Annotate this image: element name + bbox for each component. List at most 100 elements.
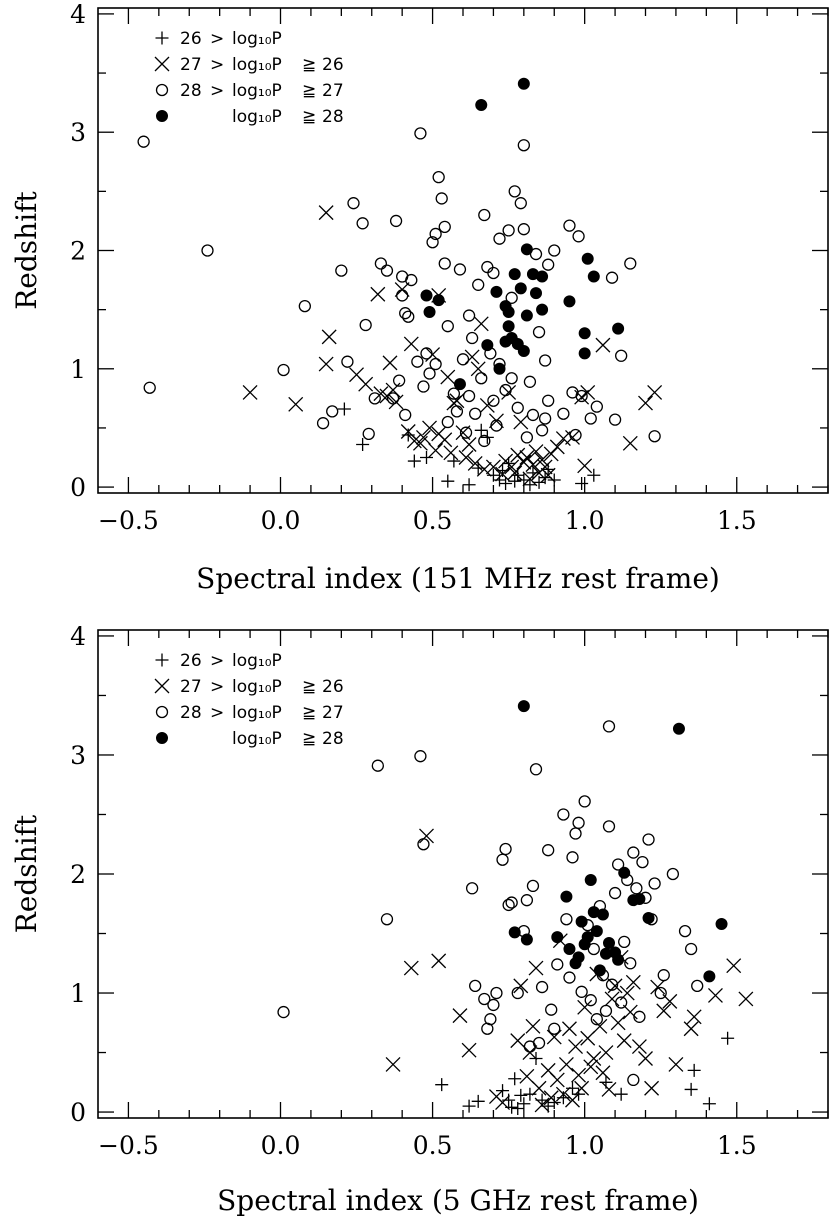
data-point-circle-open <box>545 1003 558 1016</box>
data-point-cross <box>565 429 580 445</box>
data-point-circle-open <box>584 994 597 1007</box>
data-point-cross <box>519 1068 535 1084</box>
data-points <box>137 77 663 492</box>
data-point-circle-open <box>137 135 150 148</box>
data-point-circle-open <box>469 979 482 993</box>
data-point-plus <box>523 478 537 492</box>
data-point-cross <box>513 414 529 430</box>
data-point-circle-filled <box>490 285 503 298</box>
data-point-circle-open <box>484 1013 497 1026</box>
data-point-circle-filled <box>612 322 625 335</box>
y-tick-label: 2 <box>70 237 86 266</box>
data-point-circle-open <box>508 185 521 198</box>
data-point-circle-filled <box>520 243 533 256</box>
data-point-circle-open <box>429 357 442 371</box>
y-tick-label: 0 <box>70 1098 86 1127</box>
data-point-circle-open <box>371 759 384 772</box>
data-point-circle-open <box>566 851 579 864</box>
legend-marker-circle-open <box>155 705 169 719</box>
data-point-circle-open <box>642 833 655 846</box>
data-point-circle-open <box>542 258 555 271</box>
data-point-circle-filled <box>603 937 615 950</box>
legend-label: log₁₀P ≧ 28 <box>232 107 344 127</box>
data-point-circle-open <box>362 427 375 441</box>
data-point-cross <box>519 450 535 465</box>
data-point-cross <box>531 1080 547 1096</box>
legend-marker-circle-filled <box>156 110 168 122</box>
data-point-circle-open <box>630 882 643 895</box>
data-point-circle-open <box>560 913 573 926</box>
x-tick-label: 0.5 <box>413 506 453 535</box>
data-point-circle-open <box>517 139 530 152</box>
data-point-circle-open <box>602 720 616 733</box>
data-point-cross <box>586 1051 602 1066</box>
data-point-circle-open <box>481 260 494 274</box>
data-point-circle-open <box>478 208 491 222</box>
data-point-cross <box>461 1042 477 1058</box>
data-point-cross <box>431 953 447 969</box>
data-point-cross <box>443 445 459 461</box>
data-point-circle-open <box>627 1073 640 1087</box>
data-point-circle-filled <box>578 347 591 360</box>
data-point-plus <box>356 438 370 451</box>
data-point-circle-open <box>575 985 588 998</box>
data-point-circle-open <box>347 197 360 210</box>
data-point-circle-filled <box>642 912 655 925</box>
data-point-circle-open <box>618 935 631 948</box>
data-point-cross <box>595 1065 611 1081</box>
data-point-circle-filled <box>502 320 515 333</box>
data-point-circle-filled <box>563 295 576 308</box>
y-tick-label: 3 <box>70 118 86 147</box>
data-point-cross <box>419 828 434 844</box>
data-point-cross <box>382 355 398 371</box>
data-point-cross <box>449 393 465 409</box>
data-point-circle-open <box>389 214 403 228</box>
data-point-circle-open <box>277 1005 290 1019</box>
data-point-circle-open <box>414 127 427 140</box>
data-point-cross <box>488 413 504 429</box>
data-point-circle-filled <box>551 931 564 944</box>
data-point-cross <box>422 420 438 436</box>
data-point-plus <box>684 1082 698 1096</box>
data-point-circle-filled <box>514 282 527 295</box>
data-point-cross <box>580 384 596 400</box>
data-point-circle-open <box>615 996 628 1009</box>
data-point-circle-open <box>462 389 476 403</box>
data-point-circle-open <box>578 795 591 808</box>
data-point-circle-open <box>523 375 537 388</box>
legend-label: 26 > log₁₀P <box>180 651 282 671</box>
data-point-cross <box>528 960 544 976</box>
data-point-cross <box>318 356 334 372</box>
data-point-cross <box>638 1051 653 1066</box>
data-point-cross <box>707 987 723 1003</box>
data-point-circle-open <box>572 816 585 829</box>
data-point-plus <box>480 430 494 444</box>
data-point-circle-filled <box>508 268 521 281</box>
data-point-plus <box>587 468 601 482</box>
data-point-cross <box>242 384 258 400</box>
data-point-circle-filled <box>481 339 494 352</box>
data-point-cross <box>507 465 523 481</box>
legend-marker-plus <box>155 31 169 45</box>
data-point-plus <box>687 1063 701 1077</box>
legend: 26 > log₁₀P 27 > log₁₀P ≧ 26 28 > log₁₀P ≧ 27 log₁₀P ≧… <box>154 29 344 127</box>
data-point-circle-open <box>453 263 467 276</box>
data-point-circle-open <box>535 424 549 437</box>
data-point-plus <box>420 451 433 465</box>
data-point-circle-open <box>420 347 433 360</box>
data-point-circle-open <box>380 913 394 926</box>
data-point-circle-open <box>392 374 406 387</box>
data-point-circle-open <box>532 1036 546 1050</box>
data-point-circle-open <box>557 407 570 420</box>
data-point-circle-open <box>548 244 561 257</box>
data-point-plus <box>435 1078 449 1092</box>
data-point-circle-open <box>532 325 546 339</box>
data-point-cross <box>656 1003 672 1019</box>
data-point-plus <box>462 478 476 492</box>
data-point-circle-open <box>590 1013 603 1026</box>
x-tick-label: −0.5 <box>98 506 159 535</box>
data-point-plus <box>462 1099 476 1113</box>
data-point-circle-filled <box>703 970 716 983</box>
data-point-cross <box>440 369 456 385</box>
data-point-circle-open <box>447 387 461 400</box>
